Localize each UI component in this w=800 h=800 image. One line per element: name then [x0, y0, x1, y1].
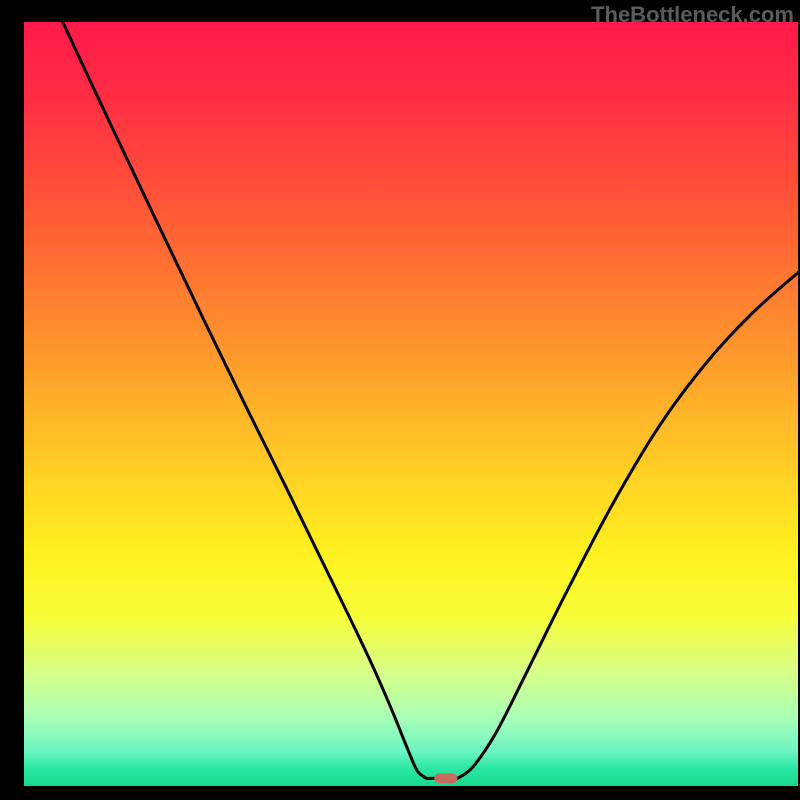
plot-area [24, 22, 798, 786]
bottleneck-curve-layer [24, 22, 798, 786]
chart-frame: TheBottleneck.com [0, 0, 800, 800]
min-point-marker [434, 773, 457, 783]
bottleneck-curve [63, 22, 798, 778]
